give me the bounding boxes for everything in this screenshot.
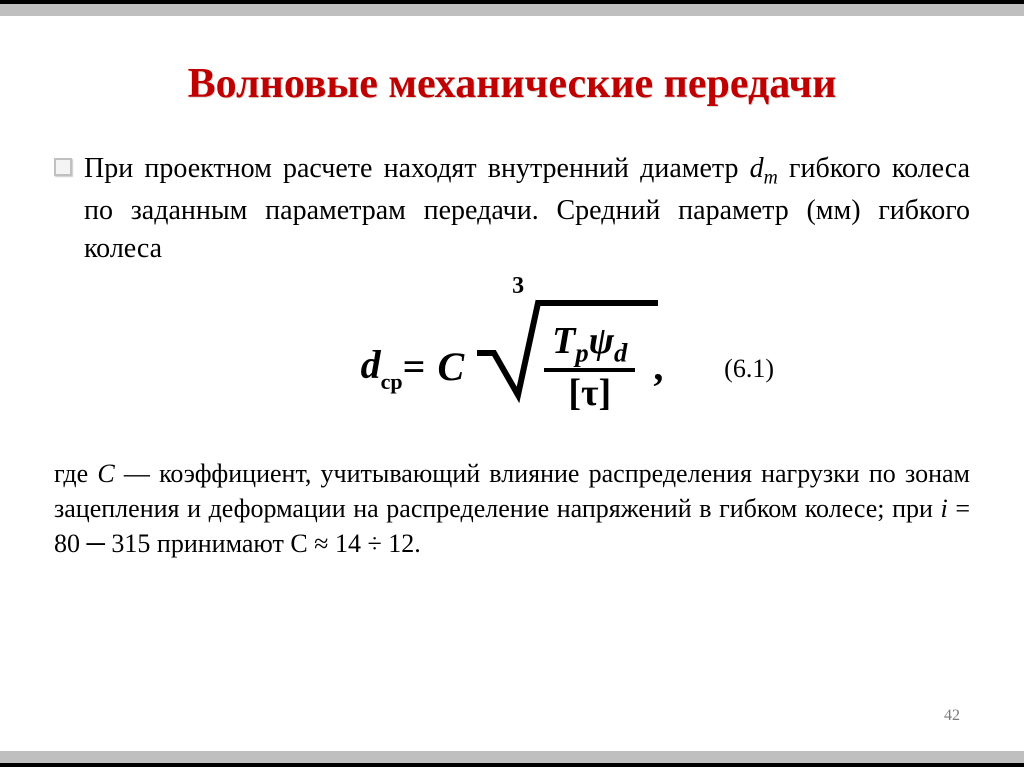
bullet-item: При проектном расчете находят внутренний… (54, 150, 970, 268)
dm-sub: m (764, 168, 778, 189)
dm-symbol: dm (750, 153, 778, 184)
cube-root: 3 Tpψd [τ] (478, 315, 647, 418)
slide: Волновые механические передачи При проек… (0, 0, 1024, 767)
para2-text-b: — коэффициент, учитывающий влияние распр… (54, 459, 970, 523)
square-bullet-icon (54, 158, 72, 176)
dm-d: d (750, 153, 764, 184)
page-number: 42 (944, 707, 960, 725)
slide-title: Волновые механические передачи (54, 60, 970, 108)
radical-sign: Tpψd [τ] (478, 315, 647, 418)
C-symbol: C (97, 459, 114, 488)
slide-content: Волновые механические передачи При проек… (0, 4, 1024, 589)
d-symbol: d (361, 342, 381, 387)
para2-text-a: где (54, 459, 97, 488)
equation-number: (6.1) (724, 354, 774, 384)
radical-svg-icon (472, 285, 662, 405)
d-subscript: ср (381, 369, 403, 394)
equals-sign: = (403, 343, 426, 390)
formula: dср = C 3 Tpψd (361, 315, 664, 418)
paragraph-2: где C — коэффициент, учитывающий влияние… (54, 456, 970, 561)
i-symbol: i (941, 494, 948, 523)
d-cp: dср (361, 341, 403, 393)
para1-text-a: При проектном расчете находят внутренний… (84, 153, 750, 184)
paragraph-1: При проектном расчете находят внутренний… (84, 150, 970, 268)
coefficient-C: C (437, 343, 464, 390)
formula-block: dср = C 3 Tpψd (54, 292, 970, 442)
